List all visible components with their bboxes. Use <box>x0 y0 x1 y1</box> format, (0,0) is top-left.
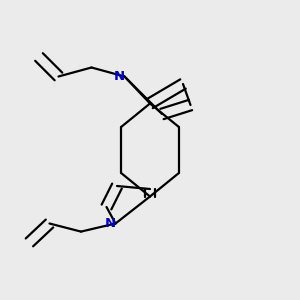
Text: N: N <box>105 217 116 230</box>
Text: N: N <box>114 70 125 83</box>
